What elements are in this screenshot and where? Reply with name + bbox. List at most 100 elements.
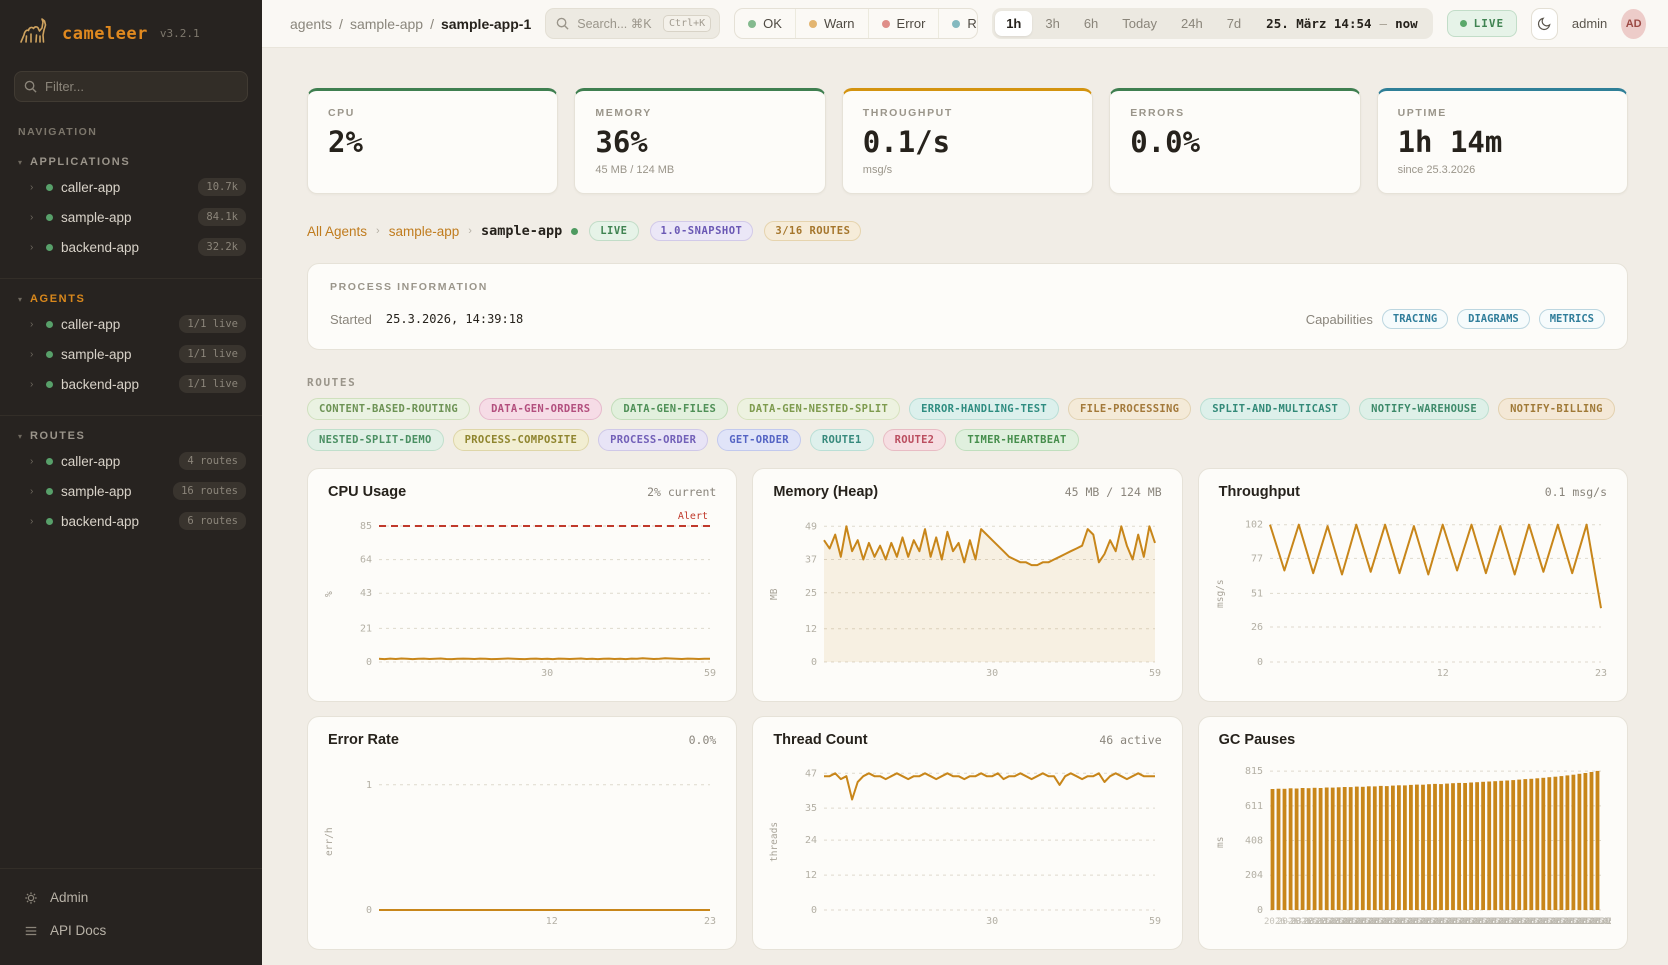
svg-text:30: 30 bbox=[986, 916, 998, 927]
svg-text:26: 26 bbox=[1251, 622, 1263, 633]
time-range-7d[interactable]: 7d bbox=[1226, 16, 1242, 31]
route-chip[interactable]: DATA-GEN-ORDERS bbox=[479, 398, 603, 420]
svg-text:47: 47 bbox=[805, 768, 817, 779]
sidebar-item-agents-caller-app[interactable]: › caller-app 1/1 live bbox=[0, 309, 262, 339]
section-header-agents[interactable]: ▾ AGENTS bbox=[0, 289, 262, 309]
sidebar-item-admin[interactable]: Admin bbox=[0, 881, 262, 914]
breadcrumb-agents[interactable]: agents bbox=[290, 15, 333, 32]
route-chip[interactable]: NOTIFY-WAREHOUSE bbox=[1359, 398, 1490, 420]
nav-section-applications: ▾ APPLICATIONS › caller-app 10.7k › samp… bbox=[0, 142, 262, 270]
status-filter-warn[interactable]: Warn bbox=[794, 9, 868, 38]
moon-icon bbox=[1537, 17, 1551, 31]
status-filter-running[interactable]: Running bbox=[938, 9, 977, 38]
svg-text:2026-03-25 14:39: 2026-03-25 14:39 bbox=[1472, 917, 1559, 927]
route-chip[interactable]: ROUTE1 bbox=[809, 429, 874, 451]
chart-meta: 0.0% bbox=[688, 733, 717, 747]
y-axis-label: MB bbox=[769, 588, 781, 600]
svg-text:611: 611 bbox=[1245, 801, 1263, 812]
stat-value: 36% bbox=[595, 125, 648, 159]
sidebar-item-routes-backend-app[interactable]: › backend-app 6 routes bbox=[0, 506, 262, 536]
svg-text:2026-03-25 14:39: 2026-03-25 14:39 bbox=[1511, 917, 1598, 927]
live-toggle[interactable]: LIVE bbox=[1446, 10, 1518, 37]
sidebar-filter bbox=[14, 71, 248, 102]
route-chip[interactable]: NOTIFY-BILLING bbox=[1498, 398, 1615, 420]
svg-text:2026-03-25 14:39: 2026-03-25 14:39 bbox=[1303, 917, 1390, 927]
status-label: OK bbox=[763, 16, 782, 31]
time-range-3h[interactable]: 3h bbox=[1045, 16, 1060, 31]
route-chip[interactable]: SPLIT-AND-MULTICAST bbox=[1200, 398, 1351, 420]
search-input[interactable]: Search... ⌘K Ctrl+K bbox=[545, 8, 721, 39]
dark-mode-toggle[interactable] bbox=[1531, 7, 1558, 40]
breadcrumb-sample-app[interactable]: sample-app bbox=[349, 15, 424, 32]
route-chip[interactable]: TIMER-HEARTBEAT bbox=[955, 429, 1079, 451]
status-filter-ok[interactable]: OK bbox=[735, 9, 795, 38]
caret-right-icon: › bbox=[30, 241, 34, 253]
route-chip[interactable]: PROCESS-ORDER bbox=[598, 429, 709, 451]
chart-card-memory-heap: Memory (Heap) 45 MB / 124 MB MB 49 37 25 12… bbox=[752, 468, 1183, 702]
item-badge: 4 routes bbox=[179, 452, 246, 470]
svg-text:49: 49 bbox=[805, 521, 817, 532]
started-value: 25.3.2026, 14:39:18 bbox=[385, 312, 524, 326]
item-badge: 1/1 live bbox=[179, 345, 246, 363]
routes-count-badge: 3/16 ROUTES bbox=[764, 221, 862, 241]
svg-text:2026-03-25 14:39: 2026-03-25 14:39 bbox=[1394, 917, 1481, 927]
all-agents-link[interactable]: All Agents bbox=[307, 223, 368, 239]
section-header-routes[interactable]: ▾ ROUTES bbox=[0, 426, 262, 446]
sidebar-item-applications-backend-app[interactable]: › backend-app 32.2k bbox=[0, 232, 262, 262]
item-label: sample-app bbox=[61, 483, 132, 499]
status-dot bbox=[46, 457, 53, 465]
username-label: admin bbox=[1571, 16, 1608, 31]
sidebar-item-api-docs[interactable]: API Docs bbox=[0, 914, 262, 947]
svg-text:23: 23 bbox=[1595, 668, 1607, 679]
time-range-6h[interactable]: 6h bbox=[1083, 16, 1099, 31]
sidebar-item-routes-sample-app[interactable]: › sample-app 16 routes bbox=[0, 476, 262, 506]
caret-right-icon: › bbox=[30, 378, 34, 390]
svg-text:37: 37 bbox=[805, 555, 817, 566]
sidebar-item-routes-caller-app[interactable]: › caller-app 4 routes bbox=[0, 446, 262, 476]
svg-text:102: 102 bbox=[1245, 520, 1263, 531]
route-chip[interactable]: NESTED-SPLIT-DEMO bbox=[307, 429, 444, 451]
route-chip[interactable]: ROUTE2 bbox=[882, 429, 947, 451]
sidebar-item-applications-caller-app[interactable]: › caller-app 10.7k bbox=[0, 172, 262, 202]
sample-app-link[interactable]: sample-app bbox=[388, 223, 460, 239]
time-range-1h[interactable]: 1h bbox=[995, 11, 1033, 36]
svg-text:77: 77 bbox=[1251, 553, 1263, 564]
route-chip[interactable]: FILE-PROCESSING bbox=[1067, 398, 1192, 420]
stat-value: 0.0% bbox=[1130, 125, 1201, 159]
time-range-group: 1h 3h 6h Today 24h 7d 25. März 14:54 — n… bbox=[992, 8, 1433, 39]
item-label: backend-app bbox=[61, 513, 140, 529]
sidebar-item-agents-sample-app[interactable]: › sample-app 1/1 live bbox=[0, 339, 262, 369]
warn-dot-icon bbox=[808, 19, 817, 28]
date-range-display[interactable]: 25. März 14:54 — now bbox=[1254, 16, 1429, 31]
avatar[interactable]: AD bbox=[1621, 8, 1646, 39]
time-range-today[interactable]: Today bbox=[1122, 16, 1157, 31]
time-range-24h[interactable]: 24h bbox=[1181, 16, 1203, 31]
route-chip[interactable]: ERROR-HANDLING-TEST bbox=[909, 398, 1059, 420]
sidebar-footer: Admin API Docs bbox=[0, 868, 262, 965]
section-header-applications[interactable]: ▾ APPLICATIONS bbox=[0, 152, 262, 172]
svg-text:2026-03-25 14:39: 2026-03-25 14:39 bbox=[1316, 917, 1403, 927]
sidebar-item-agents-backend-app[interactable]: › backend-app 1/1 live bbox=[0, 369, 262, 399]
nav-section-routes: ▾ ROUTES › caller-app 4 routes › sample-… bbox=[0, 415, 262, 544]
chart-meta: 2% current bbox=[647, 485, 717, 499]
route-chip[interactable]: PROCESS-COMPOSITE bbox=[452, 429, 590, 451]
route-chip[interactable]: DATA-GEN-FILES bbox=[611, 398, 729, 420]
status-filter-error[interactable]: Error bbox=[867, 9, 939, 38]
capability-badge-diagrams: DIAGRAMS bbox=[1457, 309, 1530, 329]
route-chip[interactable]: CONTENT-BASED-ROUTING bbox=[307, 398, 471, 420]
route-chip[interactable]: GET-ORDER bbox=[717, 429, 801, 451]
svg-text:2026-03-25 14:39: 2026-03-25 14:39 bbox=[1446, 917, 1533, 927]
svg-text:12: 12 bbox=[1436, 668, 1448, 679]
chevron-separator: › bbox=[468, 225, 472, 237]
filter-input[interactable] bbox=[14, 71, 248, 102]
caret-right-icon: › bbox=[30, 181, 34, 193]
svg-text:2026-03-25 14:39: 2026-03-25 14:39 bbox=[1498, 917, 1585, 927]
svg-text:2026-03-25 14:39: 2026-03-25 14:39 bbox=[1550, 917, 1611, 927]
logo[interactable]: cameleer v3.2.1 bbox=[0, 0, 262, 63]
status-dot bbox=[46, 350, 53, 358]
status-dot bbox=[46, 487, 53, 495]
sidebar-item-applications-sample-app[interactable]: › sample-app 84.1k bbox=[0, 202, 262, 232]
version-badge: 1.0-SNAPSHOT bbox=[649, 221, 754, 241]
route-chip[interactable]: DATA-GEN-NESTED-SPLIT bbox=[737, 398, 901, 420]
